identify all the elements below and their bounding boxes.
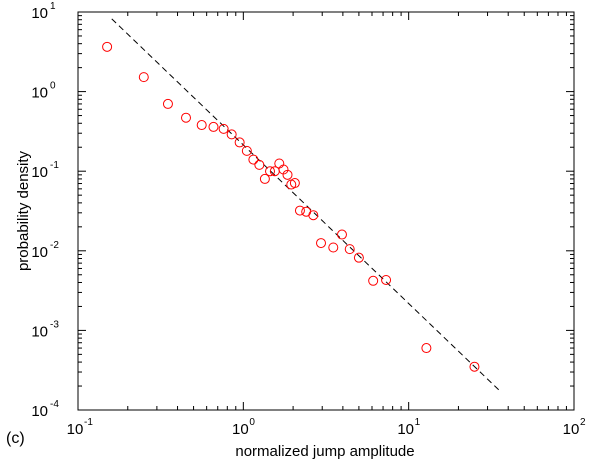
data-point (234, 137, 245, 148)
y-axis-label: probability density (15, 150, 32, 271)
y-tick-label: 10 (31, 5, 48, 22)
data-point (381, 274, 392, 285)
data-point (218, 123, 229, 134)
data-point (248, 154, 259, 165)
x-tick-exponent: 1 (415, 417, 421, 428)
data-point (208, 121, 219, 132)
x-axis-ticks: 10 -1 10 0 10 1 10 2 (67, 12, 586, 438)
x-axis-label: normalized jump amplitude (235, 443, 414, 460)
y-tick-label: 10 (31, 403, 48, 420)
x-tick-exponent: -1 (84, 417, 93, 428)
x-tick-label: 10 (232, 421, 249, 438)
y-tick-exponent: 0 (50, 81, 56, 92)
data-point (344, 244, 355, 255)
plot-area (77, 11, 575, 411)
data-point (421, 343, 432, 354)
y-tick-label: 10 (31, 85, 48, 102)
data-points-layer (102, 41, 480, 372)
y-tick-label: 10 (31, 164, 48, 181)
data-point (259, 173, 270, 184)
y-tick-exponent: -4 (50, 399, 59, 410)
data-point (336, 229, 347, 240)
panel-label: (c) (6, 430, 25, 447)
data-point (226, 129, 237, 140)
x-tick-label: 10 (397, 421, 414, 438)
y-tick-exponent: -2 (50, 240, 59, 251)
x-tick-label: 10 (67, 421, 84, 438)
data-point (289, 178, 300, 189)
y-tick-label: 10 (31, 244, 48, 261)
data-point (162, 98, 173, 109)
data-point (241, 145, 252, 156)
x-tick-label: 10 (563, 421, 580, 438)
x-tick-exponent: 2 (580, 417, 586, 428)
data-point (282, 169, 293, 180)
data-point (102, 41, 113, 52)
y-tick-exponent: 1 (50, 1, 56, 12)
data-point (469, 361, 480, 372)
data-point (368, 275, 379, 286)
data-point (138, 72, 149, 83)
data-point (308, 210, 319, 221)
data-point (328, 242, 339, 253)
y-tick-exponent: -3 (50, 319, 59, 330)
data-point (254, 159, 265, 170)
y-tick-label: 10 (31, 323, 48, 340)
data-point (180, 112, 191, 123)
data-point (294, 205, 305, 216)
data-point (196, 120, 207, 131)
y-tick-exponent: -1 (50, 160, 59, 171)
data-point (353, 252, 364, 263)
data-point (316, 238, 327, 249)
data-point (265, 166, 276, 177)
x-tick-exponent: 0 (249, 417, 255, 428)
